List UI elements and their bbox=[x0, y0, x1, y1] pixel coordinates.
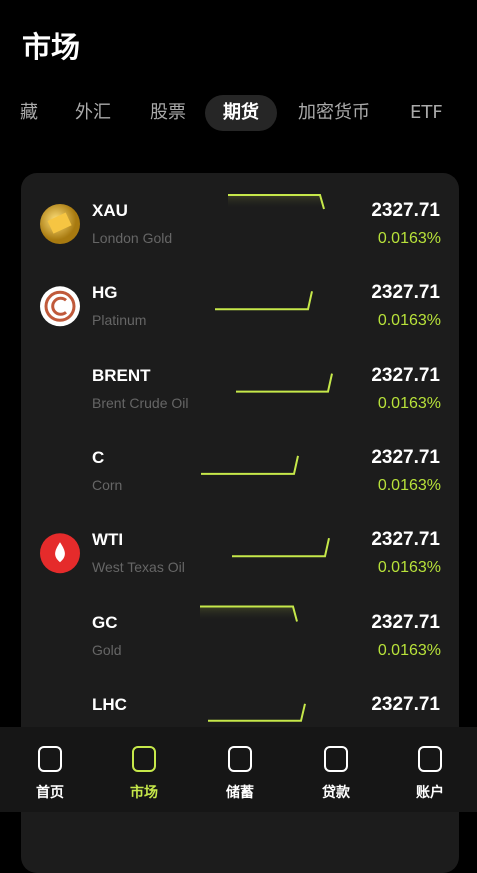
change: 0.0163% bbox=[377, 230, 441, 247]
nav-label[interactable]: 市场 bbox=[130, 785, 158, 801]
price: 2327.71 bbox=[371, 611, 440, 633]
change: 0.0163% bbox=[377, 641, 441, 659]
nav-icon bbox=[132, 746, 156, 772]
price: 2327.71 bbox=[371, 282, 440, 304]
price: 2327.71 bbox=[371, 200, 440, 221]
sparkline-fill bbox=[228, 195, 323, 209]
change: 0.0163% bbox=[377, 312, 441, 330]
nav-label[interactable]: 贷款 bbox=[322, 785, 350, 801]
sparkline bbox=[236, 373, 333, 393]
price: 2327.71 bbox=[371, 446, 440, 468]
tab[interactable]: ETF bbox=[410, 102, 443, 123]
nav-icon bbox=[324, 746, 348, 772]
sparkline-fill bbox=[200, 606, 296, 622]
instrument-name: West Texas Oil bbox=[92, 559, 185, 576]
sparkline bbox=[201, 455, 299, 475]
tab[interactable]: 藏 bbox=[20, 102, 38, 123]
tab[interactable]: 股票 bbox=[150, 102, 186, 123]
sparkline bbox=[200, 605, 298, 622]
symbol: WTI bbox=[92, 530, 124, 550]
price: 2327.71 bbox=[371, 364, 440, 386]
nav-label[interactable]: 储蓄 bbox=[226, 785, 254, 801]
nav-icon bbox=[228, 746, 252, 772]
symbol: XAU bbox=[92, 201, 128, 220]
sparkline bbox=[208, 703, 306, 722]
symbol: GC bbox=[92, 612, 118, 632]
sparkline bbox=[215, 291, 313, 311]
nav-bg bbox=[0, 727, 477, 812]
instrument-name: Platinum bbox=[92, 312, 147, 329]
symbol: HG bbox=[92, 283, 118, 303]
decorations bbox=[0, 194, 477, 812]
nav-label[interactable]: 账户 bbox=[416, 785, 444, 801]
icon-ring bbox=[44, 290, 76, 322]
change: 0.0163% bbox=[377, 559, 441, 577]
tab[interactable]: 加密货币 bbox=[298, 102, 370, 123]
change: 0.0163% bbox=[377, 394, 441, 412]
instrument-name: London Gold bbox=[92, 230, 173, 246]
change: 0.0163% bbox=[377, 476, 441, 494]
tab[interactable]: 期货 bbox=[205, 95, 277, 131]
tab[interactable]: 外汇 bbox=[75, 102, 111, 123]
instrument-name: Corn bbox=[92, 476, 123, 493]
page-title: 市场 bbox=[22, 30, 81, 64]
page: 市场 (() => { const data = JSON.parse(docu… bbox=[0, 30, 477, 873]
sparkline bbox=[228, 194, 325, 210]
price: 2327.71 bbox=[371, 529, 440, 551]
nav-icon bbox=[418, 746, 442, 772]
nav-icon bbox=[38, 746, 62, 772]
symbol: BRENT bbox=[92, 365, 151, 385]
instrument-name: Gold bbox=[92, 641, 122, 658]
price: 2327.71 bbox=[371, 693, 440, 715]
instrument-name: Brent Crude Oil bbox=[92, 394, 189, 411]
icon-drop bbox=[55, 542, 65, 563]
sparkline bbox=[232, 537, 330, 558]
icon-bar bbox=[47, 212, 72, 234]
symbol: C bbox=[92, 447, 105, 467]
icon-c bbox=[51, 296, 67, 316]
symbol: LHC bbox=[92, 694, 127, 714]
nav-label[interactable]: 首页 bbox=[36, 785, 64, 801]
